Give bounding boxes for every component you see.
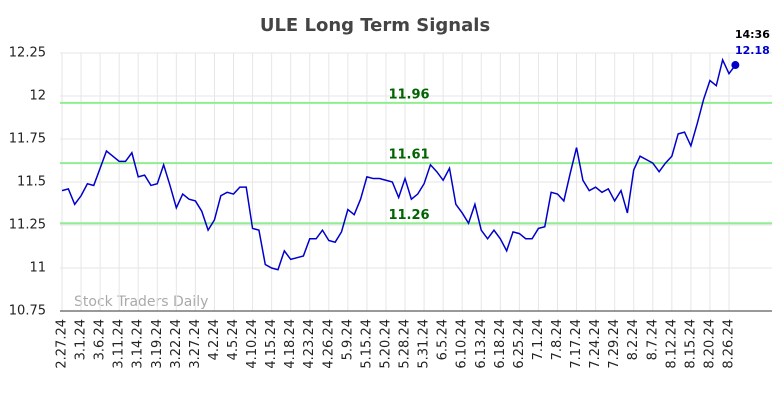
x-tick-label: 4.23.24 [302, 319, 317, 369]
x-tick-label: 5.20.24 [378, 319, 393, 369]
x-tick-label: 7.24.24 [588, 319, 603, 369]
x-tick-label: 6.25.24 [512, 319, 527, 369]
x-tick-label: 6.13.24 [474, 319, 489, 369]
x-tick-label: 8.26.24 [722, 319, 737, 369]
x-tick-label: 4.18.24 [283, 319, 298, 369]
x-tick-label: 6.10.24 [455, 319, 470, 369]
chart-title: ULE Long Term Signals [260, 15, 490, 36]
x-tick-label: 8.2.24 [626, 319, 641, 360]
x-tick-label: 8.20.24 [702, 319, 717, 369]
x-tick-label: 7.8.24 [550, 319, 565, 360]
x-tick-label: 8.7.24 [645, 319, 660, 360]
level-label: 11.61 [388, 148, 429, 163]
watermark: Stock Traders Daily [74, 294, 208, 310]
x-tick-label: 4.2.24 [207, 319, 222, 360]
x-tick-label: 5.15.24 [359, 319, 374, 369]
x-tick-label: 7.29.24 [607, 319, 622, 369]
x-tick-label: 3.22.24 [169, 319, 184, 369]
x-tick-label: 3.27.24 [188, 319, 203, 369]
y-tick-label: 10.75 [9, 304, 46, 319]
x-tick-label: 5.28.24 [398, 319, 413, 369]
x-tick-label: 4.26.24 [321, 319, 336, 369]
level-label: 11.96 [388, 87, 429, 102]
x-tick-label: 5.9.24 [340, 319, 355, 360]
x-tick-label: 4.15.24 [264, 319, 279, 369]
x-tick-label: 2.27.24 [55, 319, 70, 369]
x-tick-label: 3.19.24 [150, 319, 165, 369]
x-tick-label: 3.1.24 [74, 319, 89, 360]
last-value-label: 12.18 [735, 44, 770, 57]
last-time-label: 14:36 [735, 28, 770, 41]
x-tick-label: 8.12.24 [664, 319, 679, 369]
x-tick-label: 3.11.24 [112, 319, 127, 369]
y-tick-label: 12.25 [9, 46, 46, 61]
y-tick-label: 11 [29, 261, 46, 276]
last-point [731, 61, 740, 70]
y-tick-label: 12 [29, 89, 46, 104]
x-tick-label: 4.10.24 [245, 319, 260, 369]
x-tick-label: 8.15.24 [683, 319, 698, 369]
x-tick-label: 5.31.24 [417, 319, 432, 369]
x-tick-label: 6.5.24 [436, 319, 451, 360]
x-tick-label: 3.6.24 [93, 319, 108, 360]
x-tick-label: 6.18.24 [493, 319, 508, 369]
x-tick-label: 4.5.24 [226, 319, 241, 360]
y-tick-label: 11.5 [17, 175, 46, 190]
y-tick-label: 11.25 [9, 218, 46, 233]
x-tick-label: 3.14.24 [131, 319, 146, 369]
x-tick-label: 7.1.24 [531, 319, 546, 360]
x-tick-label: 7.17.24 [569, 319, 584, 369]
y-tick-label: 11.75 [9, 132, 46, 147]
price-line [61, 57, 736, 271]
level-label: 11.26 [388, 208, 429, 223]
